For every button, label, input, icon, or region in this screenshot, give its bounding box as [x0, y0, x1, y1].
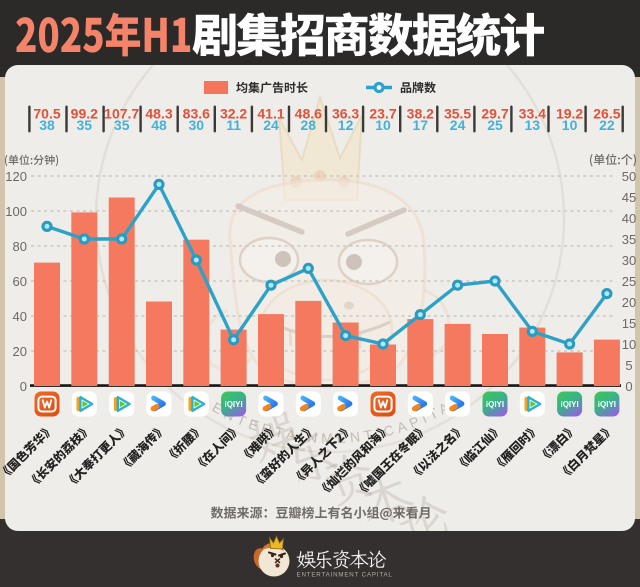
svg-text:48.3: 48.3: [145, 106, 172, 122]
svg-text:38.2: 38.2: [407, 106, 434, 122]
svg-text:10: 10: [562, 117, 578, 133]
svg-text:0: 0: [20, 379, 27, 394]
svg-text:iQIYI: iQIYI: [486, 400, 504, 409]
svg-text:23.7: 23.7: [369, 106, 396, 122]
svg-text:25: 25: [622, 274, 636, 289]
svg-text:40: 40: [622, 211, 636, 226]
svg-text:48.6: 48.6: [295, 106, 322, 122]
svg-text:22: 22: [599, 117, 615, 133]
svg-text:25: 25: [487, 117, 503, 133]
svg-text:32.2: 32.2: [220, 106, 247, 122]
svg-text:28: 28: [301, 117, 317, 133]
svg-text:24: 24: [450, 117, 466, 133]
svg-text:5: 5: [625, 358, 632, 373]
svg-text:19.2: 19.2: [556, 106, 583, 122]
svg-text:30: 30: [189, 117, 205, 133]
svg-text:45: 45: [622, 190, 636, 205]
svg-text:60: 60: [13, 274, 27, 289]
svg-text:15: 15: [622, 316, 636, 331]
svg-text:13: 13: [525, 117, 541, 133]
svg-text:35: 35: [114, 117, 130, 133]
svg-text:iQIYI: iQIYI: [224, 400, 242, 409]
svg-text:107.7: 107.7: [104, 106, 139, 122]
svg-text:35: 35: [622, 232, 636, 247]
svg-text:ENTERTAINMENT CAPITAL: ENTERTAINMENT CAPITAL: [297, 572, 393, 579]
svg-text:10: 10: [375, 117, 391, 133]
svg-text:11: 11: [226, 117, 241, 133]
svg-text:24: 24: [263, 117, 279, 133]
svg-text:120: 120: [5, 169, 27, 184]
svg-text:26.5: 26.5: [593, 106, 620, 122]
svg-text:35.5: 35.5: [444, 106, 471, 122]
svg-text:33.4: 33.4: [519, 106, 546, 122]
svg-text:40: 40: [13, 309, 27, 324]
svg-text:30: 30: [622, 253, 636, 268]
svg-text:0: 0: [625, 379, 632, 394]
svg-text:99.2: 99.2: [71, 106, 98, 122]
svg-text:iQIYI: iQIYI: [598, 400, 616, 409]
svg-text:29.7: 29.7: [481, 106, 508, 122]
svg-text:20: 20: [622, 295, 636, 310]
svg-text:20: 20: [13, 344, 27, 359]
svg-text:iQIYI: iQIYI: [560, 400, 578, 409]
svg-text:12: 12: [338, 117, 354, 133]
svg-text:80: 80: [13, 239, 27, 254]
svg-text:50: 50: [622, 169, 636, 184]
svg-text:100: 100: [5, 204, 27, 219]
svg-text:41.1: 41.1: [257, 106, 284, 122]
svg-text:35: 35: [77, 117, 93, 133]
svg-text:70.5: 70.5: [33, 106, 60, 122]
svg-text:38: 38: [39, 117, 55, 133]
svg-text:10: 10: [622, 337, 636, 352]
svg-text:83.6: 83.6: [183, 106, 210, 122]
svg-text:17: 17: [413, 117, 429, 133]
svg-text:48: 48: [151, 117, 167, 133]
svg-text:36.3: 36.3: [332, 106, 359, 122]
